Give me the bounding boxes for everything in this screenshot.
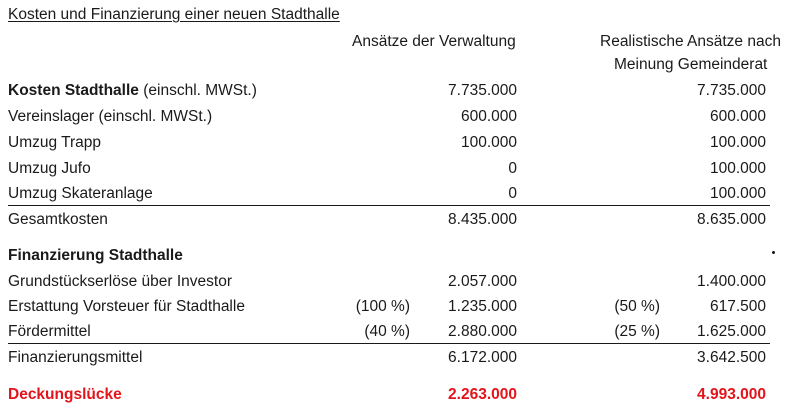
fin-row-grundstueck-g: 1.400.000 [697,273,766,290]
fin-row-foerder-g: 1.625.000 [697,323,766,340]
kosten-heading: Kosten Stadthalle (einschl. MWSt.) [8,81,257,101]
kosten-total-g: 8.635.000 [697,211,766,228]
finanzierung-heading: Finanzierung Stadthalle [8,247,183,264]
fin-row-foerder-v: 2.880.000 [448,323,517,340]
fin-row-grundstueck-v: 2.057.000 [448,273,517,290]
deckung-g: 4.993.000 [697,386,766,403]
fin-total-rule [8,343,770,344]
kosten-row-trapp-g: 100.000 [709,134,766,151]
kosten-row-trapp-label: Umzug Trapp [8,134,102,151]
kosten-total-label: Gesamtkosten [8,211,108,228]
kosten-row-skater-g: 100.000 [709,185,766,202]
kosten-heading-rest: (einschl. MWSt.) [138,82,257,99]
kosten-row-skater-label: Umzug Skateranlage [8,185,153,202]
kosten-row-skater-v: 0 [508,185,517,202]
kosten-row-trapp-v: 100.000 [460,134,517,151]
kosten-total-rule [8,205,770,206]
kosten-row-jufo-g: 100.000 [709,160,766,177]
fin-total-label: Finanzierungsmittel [8,349,143,366]
fin-row-vorsteuer-pg: (50 %) [614,298,660,315]
fin-row-foerder-pv: (40 %) [364,323,410,340]
kosten-heading-g: 7.735.000 [697,82,766,99]
deckung-label: Deckungslücke [8,386,122,403]
header-gemeinderat-line1: Realistische Ansätze nach [600,33,781,50]
fin-row-vorsteuer-label: Erstattung Vorsteuer für Stadthalle [8,298,245,315]
fin-total-v: 6.172.000 [448,349,517,366]
header-gemeinderat-line2: Meinung Gemeinderat [614,56,768,73]
fin-row-vorsteuer-v: 1.235.000 [448,298,517,315]
kosten-row-vereinslager-v: 600.000 [460,108,517,125]
fin-row-vorsteuer-g: 617.500 [709,298,766,315]
stray-dot [772,251,775,254]
header-verwaltung: Ansätze der Verwaltung [352,33,516,50]
kosten-row-jufo-v: 0 [508,160,517,177]
fin-total-g: 3.642.500 [697,349,766,366]
kosten-row-vereinslager-label: Vereinslager (einschl. MWSt.) [8,108,213,125]
kosten-heading-v: 7.735.000 [448,82,517,99]
fin-row-vorsteuer-pv: (100 %) [355,298,410,315]
fin-row-foerder-label: Fördermittel [8,323,91,340]
fin-row-foerder-pg: (25 %) [614,323,660,340]
kosten-heading-bold: Kosten Stadthalle [8,82,139,99]
page-title: Kosten und Finanzierung einer neuen Stad… [8,6,340,23]
deckung-v: 2.263.000 [448,386,517,403]
kosten-row-vereinslager-g: 600.000 [709,108,766,125]
fin-row-grundstueck-label: Grundstückserlöse über Investor [8,273,232,290]
kosten-total-v: 8.435.000 [448,211,517,228]
kosten-row-jufo-label: Umzug Jufo [8,160,91,177]
